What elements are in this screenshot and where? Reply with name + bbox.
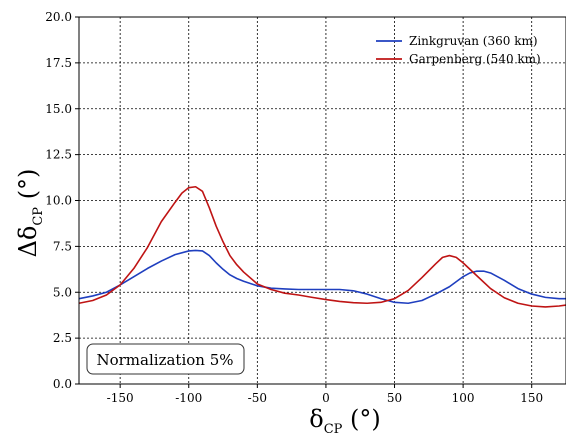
x-tick-label-5: 100 bbox=[452, 391, 475, 405]
x-tick-label-1: -100 bbox=[175, 391, 202, 405]
x-tick-label-2: -50 bbox=[248, 391, 267, 405]
legend-label-0: Zinkgruvan (360 km) bbox=[409, 34, 538, 48]
series-line-1 bbox=[78, 185, 566, 308]
x-tick-label-6: 150 bbox=[520, 391, 543, 405]
y-axis-label-unit: (°) bbox=[14, 169, 42, 207]
grid bbox=[79, 17, 566, 384]
y-axis-label-main: Δδ bbox=[14, 226, 42, 258]
y-tick-label-8: 20.0 bbox=[45, 10, 72, 24]
annotation-text: Normalization 5% bbox=[96, 351, 233, 369]
annotation-frame bbox=[86, 343, 245, 375]
y-tick-label-7: 17.5 bbox=[45, 56, 72, 70]
legend-label-1: Garpenberg (540 km) bbox=[409, 52, 541, 66]
x-tick-label-0: -150 bbox=[107, 391, 134, 405]
legend: Zinkgruvan (360 km) Garpenberg (540 km) bbox=[376, 34, 541, 66]
series-line-0 bbox=[78, 249, 566, 305]
x-axis-label-sub: CP bbox=[324, 422, 343, 437]
y-tick-label-1: 2.5 bbox=[53, 331, 72, 345]
y-tick-label-0: 0.0 bbox=[53, 377, 72, 391]
x-axis-label: δCP (°) bbox=[309, 405, 381, 437]
svg-text:ΔδCP (°): ΔδCP (°) bbox=[14, 169, 46, 258]
ticks: -150 -100 -50 0 50 100 150 0.0 2.5 5.0 7.5 10.0 12.5… bbox=[45, 10, 543, 405]
x-tick-label-3: 0 bbox=[322, 391, 330, 405]
y-tick-label-6: 15.0 bbox=[45, 102, 72, 116]
y-tick-label-3: 7.5 bbox=[53, 239, 72, 253]
y-tick-label-4: 10.0 bbox=[45, 194, 72, 208]
x-tick-label-4: 50 bbox=[387, 391, 402, 405]
x-axis-label-unit: (°) bbox=[342, 405, 380, 433]
y-axis-label: ΔδCP (°) bbox=[14, 169, 46, 258]
annotation-box: Normalization 5% bbox=[86, 343, 245, 375]
y-tick-label-2: 5.0 bbox=[53, 285, 72, 299]
y-axis-label-sub: CP bbox=[31, 207, 46, 226]
x-axis-label-main: δ bbox=[309, 405, 323, 433]
y-tick-label-5: 12.5 bbox=[45, 148, 72, 162]
series-layer bbox=[78, 185, 566, 308]
